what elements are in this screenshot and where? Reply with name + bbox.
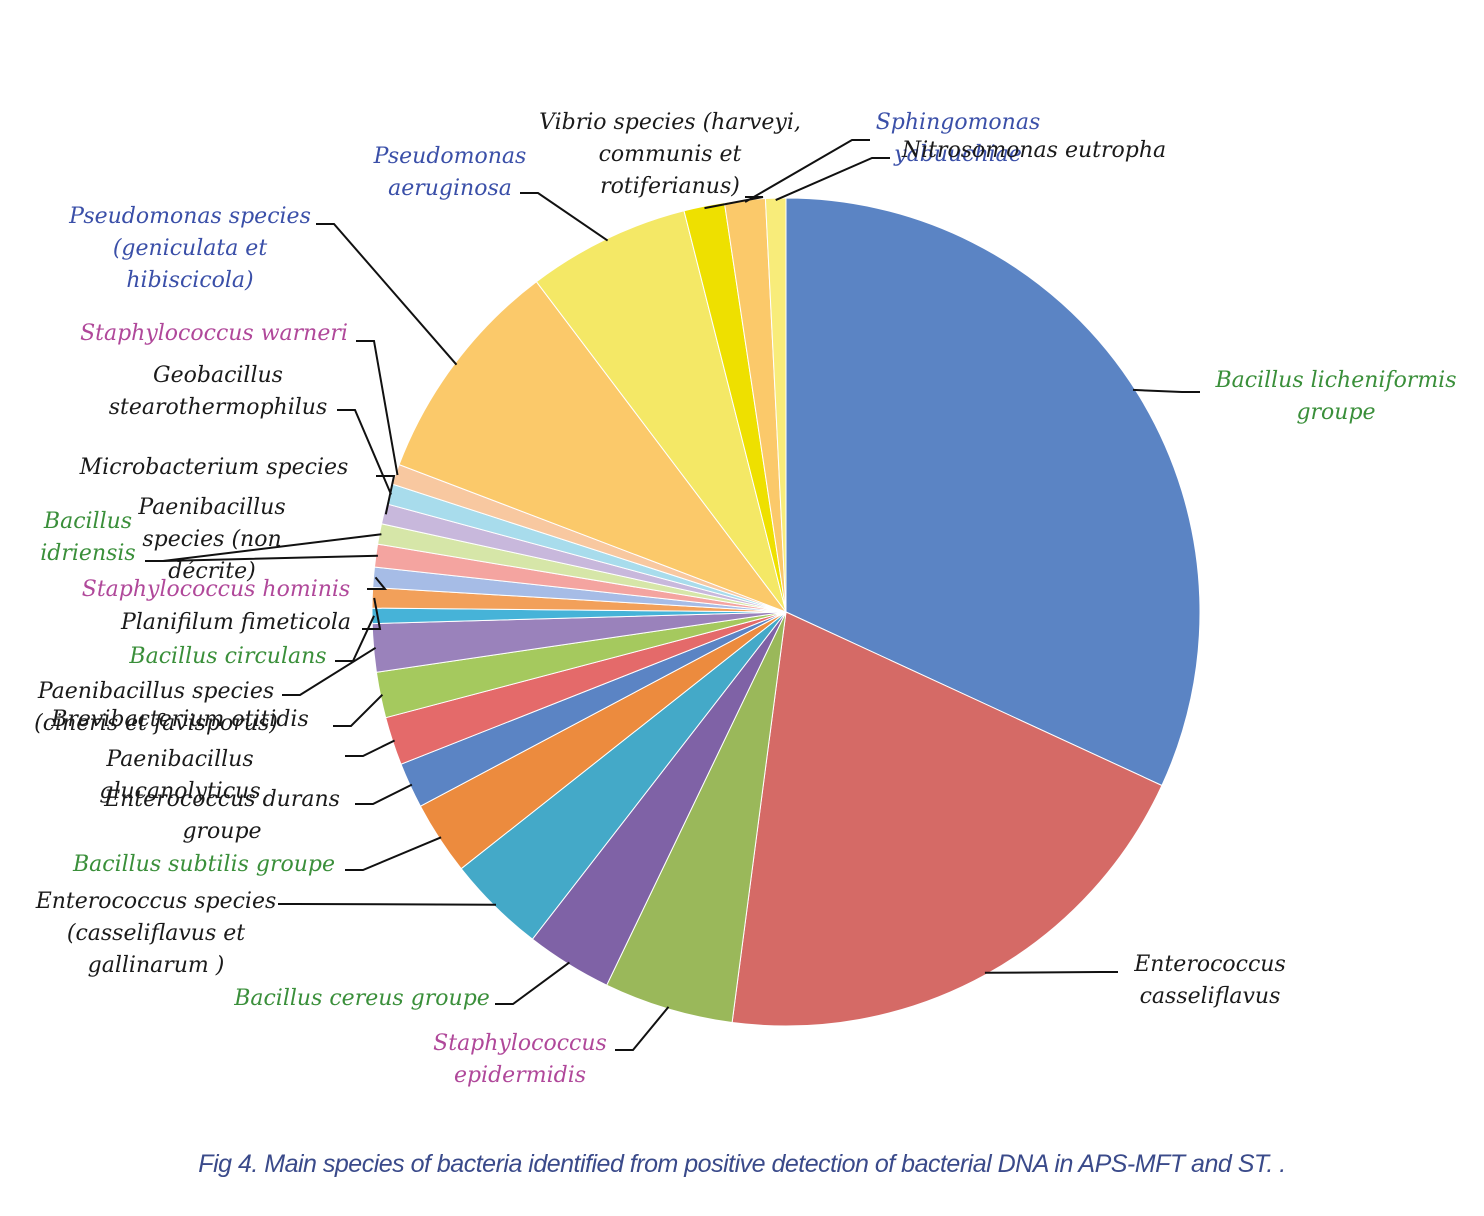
slice-label-staphylococcus-hominis: Staphylococcus hominis	[82, 577, 350, 602]
slice-label-pseudomonas-aeruginosa: Pseudomonas aeruginosa	[373, 144, 527, 201]
leader-line-sphingomonas-yabuuchiae	[744, 139, 870, 203]
leader-line-bacillus-idriensis	[145, 533, 382, 562]
leader-line-pseudomonas-species-geniculata-et-hibiscicola	[316, 223, 458, 366]
leader-line-vibrio-species-harveyi-communis-et-rotiferianus	[704, 196, 764, 210]
slice-label-paenibacillus-species-non-decrite: Paenibacillus species (non décrite)	[137, 495, 285, 584]
leader-line-enterococcus-species-casseliflavus-et-gallinarum	[278, 903, 497, 906]
leader-line-enterococcus-casseliflavus	[984, 971, 1118, 974]
slice-label-bacillus-cereus-groupe: Bacillus cereus groupe	[233, 986, 490, 1011]
slice-label-microbacterium-species: Microbacterium species	[79, 455, 349, 480]
figure-caption: Fig 4. Main species of bacteria identifi…	[198, 1150, 1286, 1178]
slice-label-paenibacillus-glucanolyticus: Paenibacillus glucanolyticus	[99, 747, 260, 804]
leader-line-pseudomonas-aeruginosa	[520, 192, 609, 242]
slice-label-enterococcus-casseliflavus: Enterococcus casseliflavus	[1133, 952, 1286, 1009]
leader-line-paenibacillus-species-cineris-et-favisporus	[282, 646, 377, 696]
leader-line-brevibacterium-otitidis	[333, 693, 384, 727]
leader-line-nitrosomonas-eutropha	[775, 157, 890, 202]
leader-line-staphylococcus-epidermidis	[615, 1006, 670, 1051]
leader-line-bacillus-subtilis-groupe	[345, 836, 442, 871]
slice-label-bacillus-subtilis-groupe: Bacillus subtilis groupe	[72, 852, 335, 877]
leader-line-microbacterium-species	[376, 475, 396, 515]
leader-line-bacillus-licheniformis-groupe	[1132, 388, 1200, 393]
leader-line-planifilum-fimeticola	[362, 597, 382, 630]
slice-label-nitrosomonas-eutropha: Nitrosomonas eutropha	[901, 138, 1166, 163]
slice-label-bacillus-circulans: Bacillus circulans	[128, 644, 326, 669]
slice-label-paenibacillus-species-cineris-et-favisporus: Paenibacillus species (cineris et favispo…	[34, 679, 278, 736]
leader-line-enterococcus-durans-groupe	[355, 783, 413, 805]
slice-label-bacillus-licheniformis-groupe: Bacillus licheniformis groupe	[1214, 368, 1456, 425]
pie-slice-enterococcus-casseliflavus	[731, 611, 1163, 1027]
leader-line-staphylococcus-warneri	[356, 340, 399, 476]
slice-label-sphingomonas-yabuuchiae: Sphingomonas yabuuchiae	[876, 110, 1041, 167]
leader-line-geobacillus-stearothermophilus	[337, 409, 393, 495]
slice-label-staphylococcus-warneri: Staphylococcus warneri	[80, 321, 348, 346]
slice-label-bacillus-idriensis: Bacillus idriensis	[40, 509, 135, 566]
slice-label-enterococcus-durans-groupe: Enterococcus durans groupe	[103, 787, 340, 844]
slice-label-brevibacterium-otitidis: Brevibacterium otitidis	[50, 707, 309, 732]
leader-line-bacillus-circulans	[335, 615, 375, 662]
slice-label-staphylococcus-epidermidis: Staphylococcus epidermidis	[433, 1031, 607, 1088]
leader-line-bacillus-cereus-groupe	[495, 961, 570, 1005]
slice-label-geobacillus-stearothermophilus: Geobacillus stearothermophilus	[109, 363, 327, 420]
pie-slice-bacillus-licheniformis-groupe	[785, 197, 1201, 787]
slice-label-planifilum-fimeticola: Planifilum fimeticola	[120, 610, 351, 635]
slice-label-vibrio-species-harveyi-communis-et-rotiferianus: Vibrio species (harveyi, communis et rotif…	[539, 110, 801, 199]
slice-label-enterococcus-species-casseliflavus-et-gallinarum: Enterococcus species (casseliflavus et gal…	[35, 889, 277, 978]
pie-slice-nitrosomonas-eutropha	[764, 197, 787, 613]
leader-line-paenibacillus-glucanolyticus	[345, 739, 396, 757]
slice-label-pseudomonas-species-geniculata-et-hibiscicola: Pseudomonas species (geniculata et hibisci…	[68, 204, 311, 293]
leader-line-staphylococcus-hominis	[367, 576, 388, 590]
